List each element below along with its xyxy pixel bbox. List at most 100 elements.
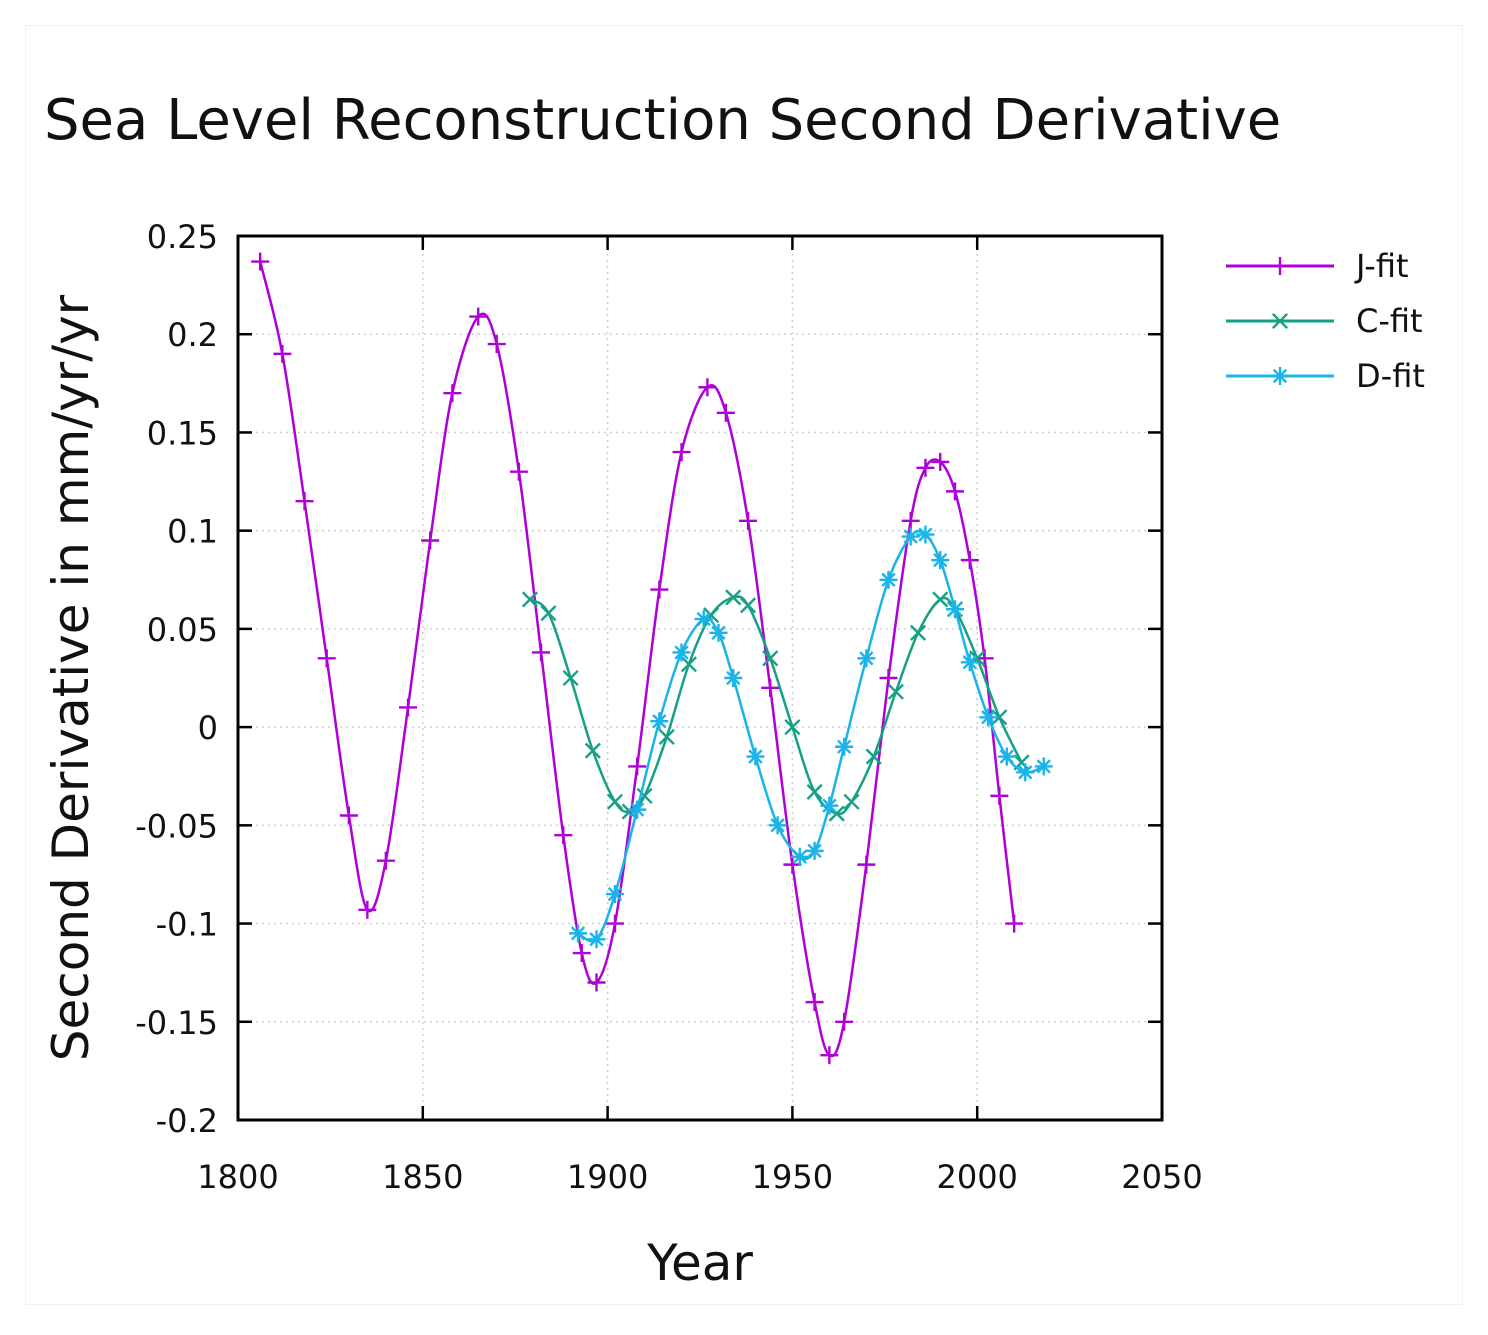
data-point — [790, 847, 809, 866]
data-point — [376, 851, 395, 870]
series-d-fit — [569, 525, 1053, 949]
y-tick-label: 0.05 — [147, 611, 218, 649]
data-point — [739, 597, 757, 614]
legend-item-d-fit: D-fit — [1226, 357, 1425, 395]
data-point — [680, 656, 697, 673]
data-point — [739, 511, 758, 530]
data-point — [835, 737, 854, 756]
data-point — [628, 800, 647, 819]
grid — [238, 236, 1162, 1120]
data-point — [443, 384, 462, 403]
legend-label: J-fit — [1354, 247, 1409, 285]
data-point — [746, 747, 765, 766]
data-point — [469, 307, 488, 326]
data-point — [251, 252, 270, 271]
data-point — [1005, 914, 1024, 933]
legend-label: D-fit — [1356, 357, 1425, 395]
data-point — [761, 678, 780, 697]
x-tick-label: 1950 — [752, 1158, 833, 1196]
y-tick-label: 0.1 — [167, 513, 218, 551]
data-point — [605, 914, 624, 933]
data-point — [569, 924, 588, 943]
series-j-fit — [251, 252, 1024, 1065]
y-tick-label: 0.15 — [147, 414, 218, 452]
x-tick-label: 1900 — [567, 1158, 648, 1196]
data-point — [762, 650, 779, 667]
data-point — [672, 643, 691, 662]
data-point — [879, 570, 898, 589]
data-point — [916, 525, 935, 544]
data-point — [901, 527, 920, 546]
data-point — [554, 826, 573, 845]
data-point — [835, 1012, 854, 1031]
data-point — [783, 855, 802, 874]
series-line — [258, 261, 1016, 1058]
data-point — [587, 930, 606, 949]
data-point — [901, 511, 920, 530]
data-point — [421, 531, 440, 550]
data-point — [879, 669, 898, 687]
data-point — [358, 900, 377, 919]
series-line — [577, 530, 1045, 943]
y-tick-label: -0.1 — [156, 906, 218, 944]
data-point — [339, 806, 358, 825]
data-point — [1034, 757, 1053, 776]
data-point — [509, 462, 528, 481]
data-point — [672, 443, 691, 462]
y-tick-label: 0 — [198, 709, 218, 747]
data-point — [694, 610, 713, 629]
legend-item-j-fit: J-fit — [1226, 247, 1409, 285]
data-point — [716, 403, 735, 422]
y-axis-title: Second Derivative in mm/yr/yr — [42, 294, 100, 1061]
data-point — [587, 973, 606, 992]
y-tick-label: 0.2 — [167, 316, 218, 354]
data-point — [521, 591, 539, 608]
data-point — [805, 993, 824, 1012]
data-point — [273, 344, 292, 363]
data-point — [990, 786, 1009, 805]
legend-marker — [1271, 257, 1289, 275]
data-point — [857, 649, 876, 668]
data-point — [399, 698, 418, 717]
y-tick-label: -0.2 — [156, 1102, 218, 1140]
data-point — [946, 600, 965, 619]
legend-item-c-fit: C-fit — [1226, 302, 1423, 340]
data-point — [931, 452, 950, 471]
data-point — [820, 796, 839, 815]
data-point — [960, 551, 979, 570]
data-point — [658, 728, 675, 745]
data-point — [725, 589, 742, 606]
x-tick-label: 1800 — [197, 1158, 278, 1196]
data-point — [997, 747, 1016, 766]
data-point — [606, 793, 624, 810]
y-tick-label: -0.15 — [135, 1004, 218, 1042]
data-point — [820, 1046, 839, 1065]
data-point — [932, 591, 949, 608]
legend-marker — [1271, 312, 1289, 330]
data-point — [916, 458, 935, 477]
data-point — [724, 669, 743, 687]
data-point — [910, 624, 927, 641]
data-point — [295, 492, 314, 511]
y-tick-label: -0.05 — [135, 807, 218, 845]
data-point — [843, 793, 860, 810]
data-point — [887, 683, 904, 700]
data-point — [979, 708, 998, 727]
plot-frame — [236, 234, 1164, 1122]
data-point — [540, 605, 557, 622]
data-point — [572, 944, 591, 963]
data-point — [806, 783, 823, 800]
x-tick-label: 1850 — [382, 1158, 463, 1196]
data-point — [857, 855, 876, 874]
y-tick-label: 0.25 — [147, 218, 218, 256]
chart-panel — [26, 26, 1462, 1304]
data-point — [698, 378, 717, 397]
legend-label: C-fit — [1356, 302, 1423, 340]
data-point — [865, 748, 882, 765]
data-point — [562, 669, 579, 687]
series-c-fit — [521, 589, 1030, 822]
data-point — [584, 742, 601, 759]
data-point — [487, 335, 506, 354]
data-point — [650, 580, 669, 599]
data-point — [532, 643, 551, 662]
